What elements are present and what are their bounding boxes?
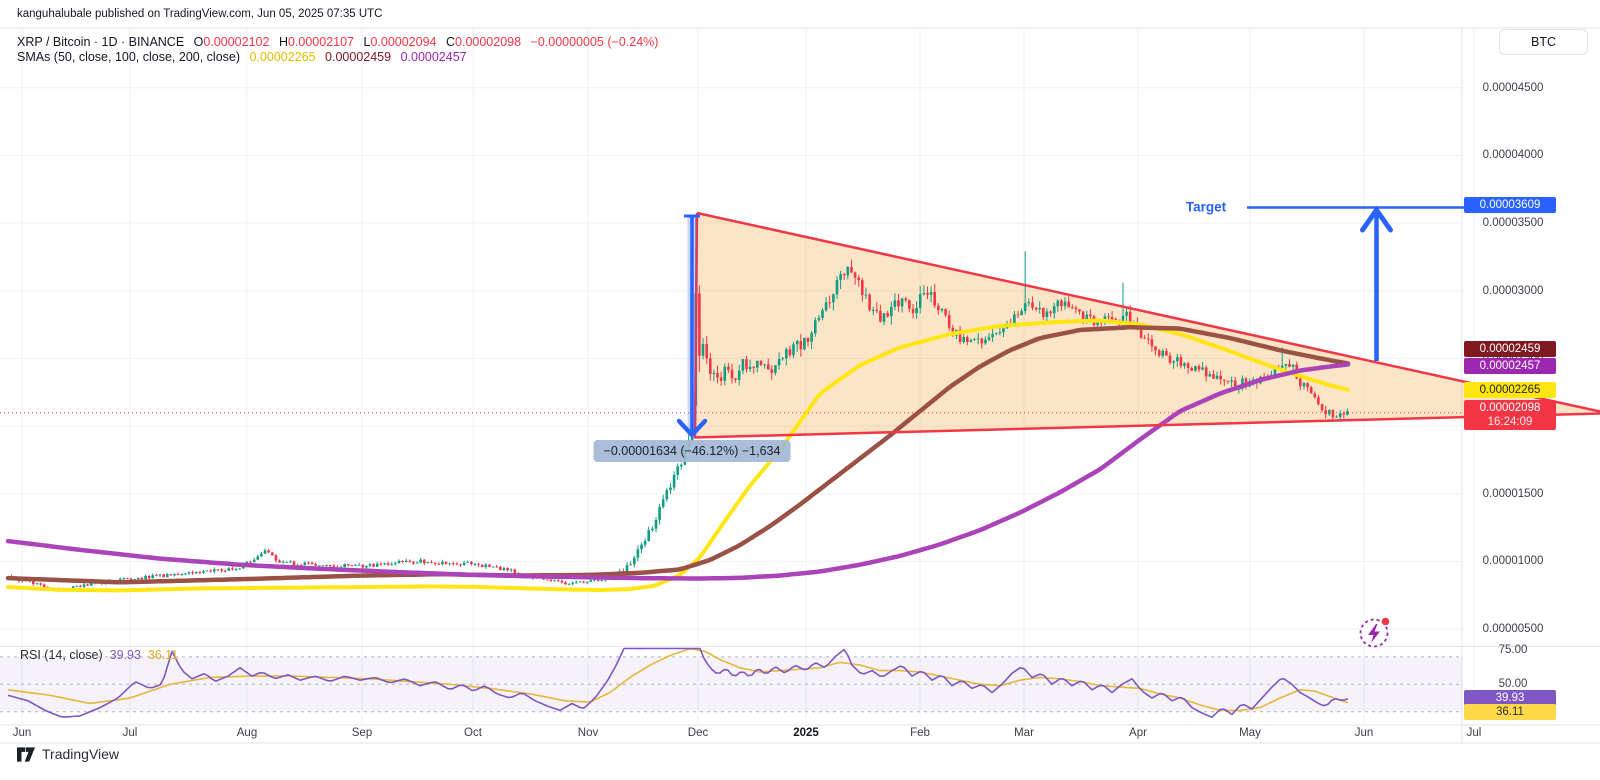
price-range-measure-label[interactable]: −0.00001634 (−46.12%) −1,634 (593, 440, 791, 462)
time-axis-label[interactable]: May (1239, 727, 1261, 739)
time-axis-label[interactable]: Sep (351, 727, 373, 739)
high-label: H (278, 35, 288, 49)
rsi-axis-tick: 75.00 (1498, 644, 1528, 656)
time-axis-label[interactable]: Jul (1466, 727, 1482, 739)
time-axis-label[interactable]: Aug (236, 727, 258, 739)
time-axis-label[interactable]: Jun (1354, 727, 1374, 739)
sma50-line[interactable] (6, 318, 1350, 593)
wedge-upper-trendline[interactable] (696, 211, 1600, 413)
price-axis-tick: 0.00004000 (1482, 149, 1544, 162)
currency-toggle-button[interactable]: BTC (1499, 29, 1588, 55)
sma100-line[interactable] (5, 325, 1351, 585)
symbol-legend[interactable]: XRP / Bitcoin · 1D · BINANCE O0.00002102… (17, 35, 658, 49)
wedge-left-edge[interactable] (693, 212, 699, 438)
change-value: −0.00000005 (−0.24%) (530, 35, 659, 49)
price-axis-tick: 0.00001000 (1482, 555, 1544, 568)
target-arrowhead-up-icon (1360, 205, 1393, 233)
price-axis-tick: 0.00003500 (1482, 217, 1544, 230)
tradingview-brand-text: TradingView (42, 746, 120, 762)
rsi-line[interactable] (7, 647, 1349, 718)
rsi-legend[interactable]: RSI (14, close) 39.93 36.11 (20, 648, 178, 662)
tradingview-footer-logo[interactable]: TradingView (17, 746, 119, 762)
badge-price-text: 36.11 (1496, 706, 1524, 718)
price-badge-last-price[interactable]: 0.00002098 16:24:09 (1464, 400, 1556, 430)
time-axis-label[interactable]: Jul (122, 727, 138, 739)
time-axis-label[interactable]: Jun (12, 727, 32, 739)
price-axis-tick: 0.00001500 (1482, 487, 1544, 500)
high-value: 0.00002107 (287, 35, 355, 49)
badge-countdown-text: 16:24:09 (1487, 416, 1533, 428)
rsi-value-text: 39.93 (109, 648, 141, 662)
time-axis-label[interactable]: Nov (577, 727, 599, 739)
lightning-bolt-icon (1368, 624, 1380, 643)
price-axis-tick: 0.00000500 (1482, 623, 1544, 636)
rsi-axis-tick: 50.00 (1498, 678, 1528, 691)
attribution-text: kanguhalubale published on TradingView.c… (17, 8, 383, 20)
price-badge-sma200-price[interactable]: 0.00002457 (1464, 358, 1556, 374)
sma200-line[interactable] (5, 362, 1351, 581)
time-axis-label[interactable]: 2025 (793, 727, 819, 739)
time-axis-label[interactable]: Feb (910, 727, 930, 739)
close-label: C (445, 35, 456, 49)
measure-arrowhead-down-icon (676, 418, 708, 439)
rsi-ma-line[interactable] (7, 648, 1349, 712)
tradingview-logo-icon (17, 746, 35, 762)
close-value: 0.00002098 (455, 35, 522, 49)
time-axis-label[interactable]: Oct (464, 727, 482, 739)
sma50-value: 0.00002265 (249, 50, 316, 64)
low-value: 0.00002094 (370, 35, 437, 49)
badge-price-text: 0.00002098 (1479, 402, 1541, 414)
price-badge-rsi-ma-value[interactable]: 36.11 (1464, 704, 1556, 720)
symbol-title[interactable]: XRP / Bitcoin · 1D · BINANCE (17, 35, 185, 49)
low-label: L (363, 35, 371, 49)
price-axis-tick: 0.00004500 (1482, 81, 1544, 94)
open-label: O (193, 35, 204, 49)
time-axis-label[interactable]: Dec (687, 727, 709, 739)
sma100-value: 0.00002459 (325, 50, 392, 64)
time-axis-label[interactable]: Mar (1014, 727, 1034, 739)
boost-notification-dot (1381, 617, 1390, 626)
price-badge-target-price[interactable]: 0.00003609 (1464, 197, 1556, 213)
sma200-value: 0.00002457 (400, 50, 467, 64)
price-badge-sma50-price[interactable]: 0.00002265 (1464, 382, 1556, 398)
badge-price-text: 0.00002459 (1479, 343, 1541, 355)
wedge-lower-trendline[interactable] (693, 412, 1600, 439)
sma-legend[interactable]: SMAs (50, close, 100, close, 200, close)… (17, 50, 467, 64)
badge-price-text: 0.00002457 (1479, 360, 1541, 372)
price-badge-sma100-price[interactable]: 0.00002459 (1464, 341, 1556, 357)
price-badge-rsi-value[interactable]: 39.93 (1464, 690, 1556, 706)
time-axis-label[interactable]: Apr (1129, 727, 1147, 739)
badge-price-text: 39.93 (1495, 692, 1525, 704)
badge-price-text: 0.00003609 (1479, 199, 1541, 211)
price-axis-tick: 0.00003000 (1482, 284, 1544, 297)
rsi-ma-value-text: 36.11 (147, 648, 179, 662)
sma-legend-label: SMAs (50, close, 100, close, 200, close) (17, 50, 241, 64)
target-annotation-label[interactable]: Target (1185, 199, 1227, 215)
badge-price-text: 0.00002265 (1479, 384, 1541, 396)
rsi-legend-label: RSI (14, close) (20, 648, 103, 662)
open-value: 0.00002102 (203, 35, 270, 49)
